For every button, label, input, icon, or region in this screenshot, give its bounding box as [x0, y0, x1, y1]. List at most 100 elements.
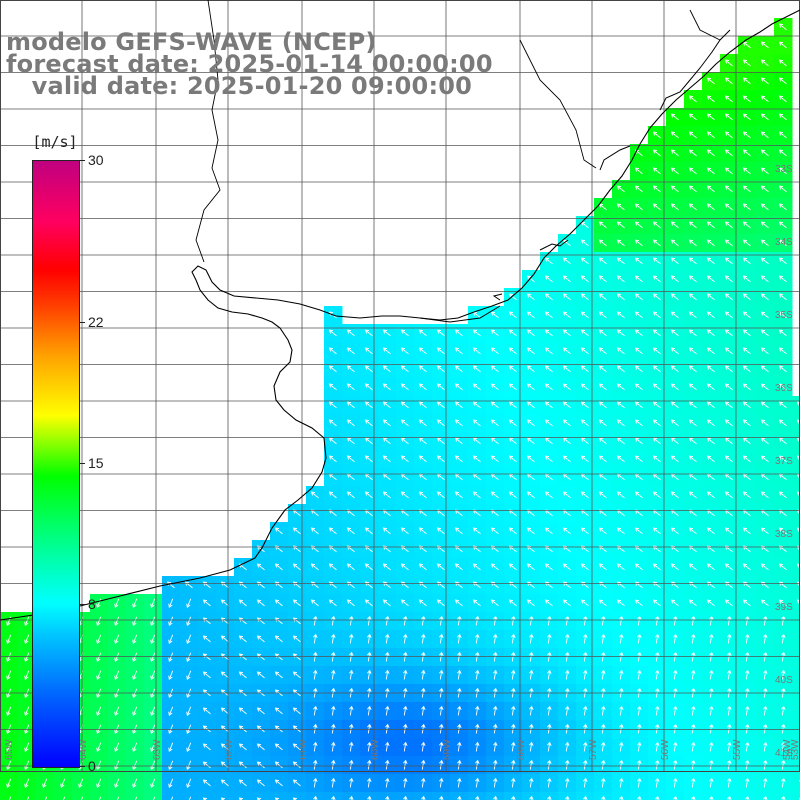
wind-cell	[450, 792, 469, 800]
wind-arrow	[760, 293, 769, 301]
wind-arrow	[526, 401, 535, 409]
wind-arrow	[256, 563, 265, 571]
wind-arrow	[583, 723, 588, 734]
wind-arrow	[328, 365, 337, 373]
wind-arrow	[472, 383, 481, 391]
wind-arrow	[403, 669, 408, 680]
wind-arrow	[328, 347, 337, 355]
wind-arrow	[367, 615, 372, 626]
wind-cell	[792, 504, 800, 523]
wind-cell	[486, 792, 505, 800]
wind-arrow	[760, 185, 769, 193]
wind-arrow	[238, 671, 247, 679]
wind-arrow	[706, 77, 715, 85]
wind-arrow	[493, 777, 498, 788]
wind-cell	[792, 414, 800, 433]
wind-arrow	[349, 759, 354, 770]
wind-cell	[792, 792, 800, 800]
wind-arrow	[742, 167, 751, 175]
wind-arrow	[186, 760, 192, 770]
wind-arrow	[562, 311, 571, 319]
wind-arrow	[634, 239, 643, 247]
wind-arrow	[760, 329, 769, 337]
wind-arrow	[547, 723, 552, 734]
wind-arrow	[616, 365, 625, 373]
wind-arrow	[292, 671, 301, 679]
wind-arrow	[490, 527, 499, 535]
wind-arrow	[778, 455, 787, 463]
wind-arrow	[475, 669, 480, 680]
wind-arrow	[114, 778, 120, 788]
wind-arrow	[709, 615, 714, 626]
wind-arrow	[742, 185, 751, 193]
wind-arrow	[544, 437, 553, 445]
wind-arrow	[403, 741, 408, 752]
wind-arrow	[186, 742, 192, 752]
wind-arrow	[132, 778, 138, 788]
wind-arrow	[274, 599, 283, 607]
wind-arrow	[673, 777, 678, 788]
wind-arrow	[778, 23, 787, 31]
wind-arrow	[673, 633, 678, 644]
wind-arrow	[727, 633, 732, 644]
wind-arrow	[403, 777, 408, 788]
wind-arrow	[727, 615, 732, 626]
wind-arrow	[652, 455, 661, 463]
wind-cell	[0, 792, 19, 800]
wind-arrow	[724, 383, 733, 391]
wind-arrow	[313, 705, 318, 716]
wind-arrow	[655, 633, 660, 644]
lat-label: 34S	[775, 237, 793, 248]
lon-label: 59W	[442, 739, 453, 760]
wind-arrow	[202, 761, 211, 769]
wind-arrow	[562, 455, 571, 463]
wind-arrow	[670, 563, 679, 571]
wind-arrow	[364, 437, 373, 445]
wind-arrow	[511, 741, 516, 752]
wind-arrow	[691, 651, 696, 662]
wind-arrow	[565, 795, 570, 800]
wind-arrow	[760, 599, 769, 607]
wind-arrow	[544, 365, 553, 373]
wind-arrow	[544, 563, 553, 571]
wind-arrow	[526, 599, 535, 607]
wind-arrow	[691, 705, 696, 716]
wind-arrow	[742, 365, 751, 373]
wind-arrow	[763, 615, 768, 626]
wind-arrow	[637, 615, 642, 626]
wind-arrow	[778, 59, 787, 67]
wind-arrow	[709, 777, 714, 788]
wind-arrow	[742, 311, 751, 319]
wind-arrow	[346, 491, 355, 499]
wind-arrow	[310, 491, 319, 499]
wind-arrow	[580, 563, 589, 571]
wind-cell	[684, 792, 703, 800]
wind-arrow	[619, 633, 624, 644]
wind-arrow	[616, 401, 625, 409]
wind-arrow	[508, 599, 517, 607]
wind-arrow	[634, 257, 643, 265]
wind-arrow	[168, 598, 174, 608]
wind-arrow	[116, 796, 120, 800]
wind-arrow	[346, 527, 355, 535]
wind-arrow	[188, 796, 192, 800]
wind-arrow	[96, 598, 102, 608]
wind-arrow	[418, 419, 427, 427]
wind-cell	[576, 792, 595, 800]
colorbar-tick	[79, 766, 85, 767]
wind-arrow	[508, 329, 517, 337]
wind-arrow	[328, 383, 337, 391]
wind-arrow	[652, 203, 661, 211]
wind-arrow	[688, 275, 697, 283]
wind-arrow	[439, 633, 444, 644]
wind-arrow	[652, 239, 661, 247]
wind-arrow	[742, 149, 751, 157]
wind-arrow	[418, 581, 427, 589]
wind-arrow	[670, 293, 679, 301]
wind-arrow	[400, 455, 409, 463]
wind-arrow	[706, 347, 715, 355]
wind-arrow	[382, 365, 391, 373]
wind-arrow	[709, 669, 714, 680]
wind-arrow	[688, 437, 697, 445]
